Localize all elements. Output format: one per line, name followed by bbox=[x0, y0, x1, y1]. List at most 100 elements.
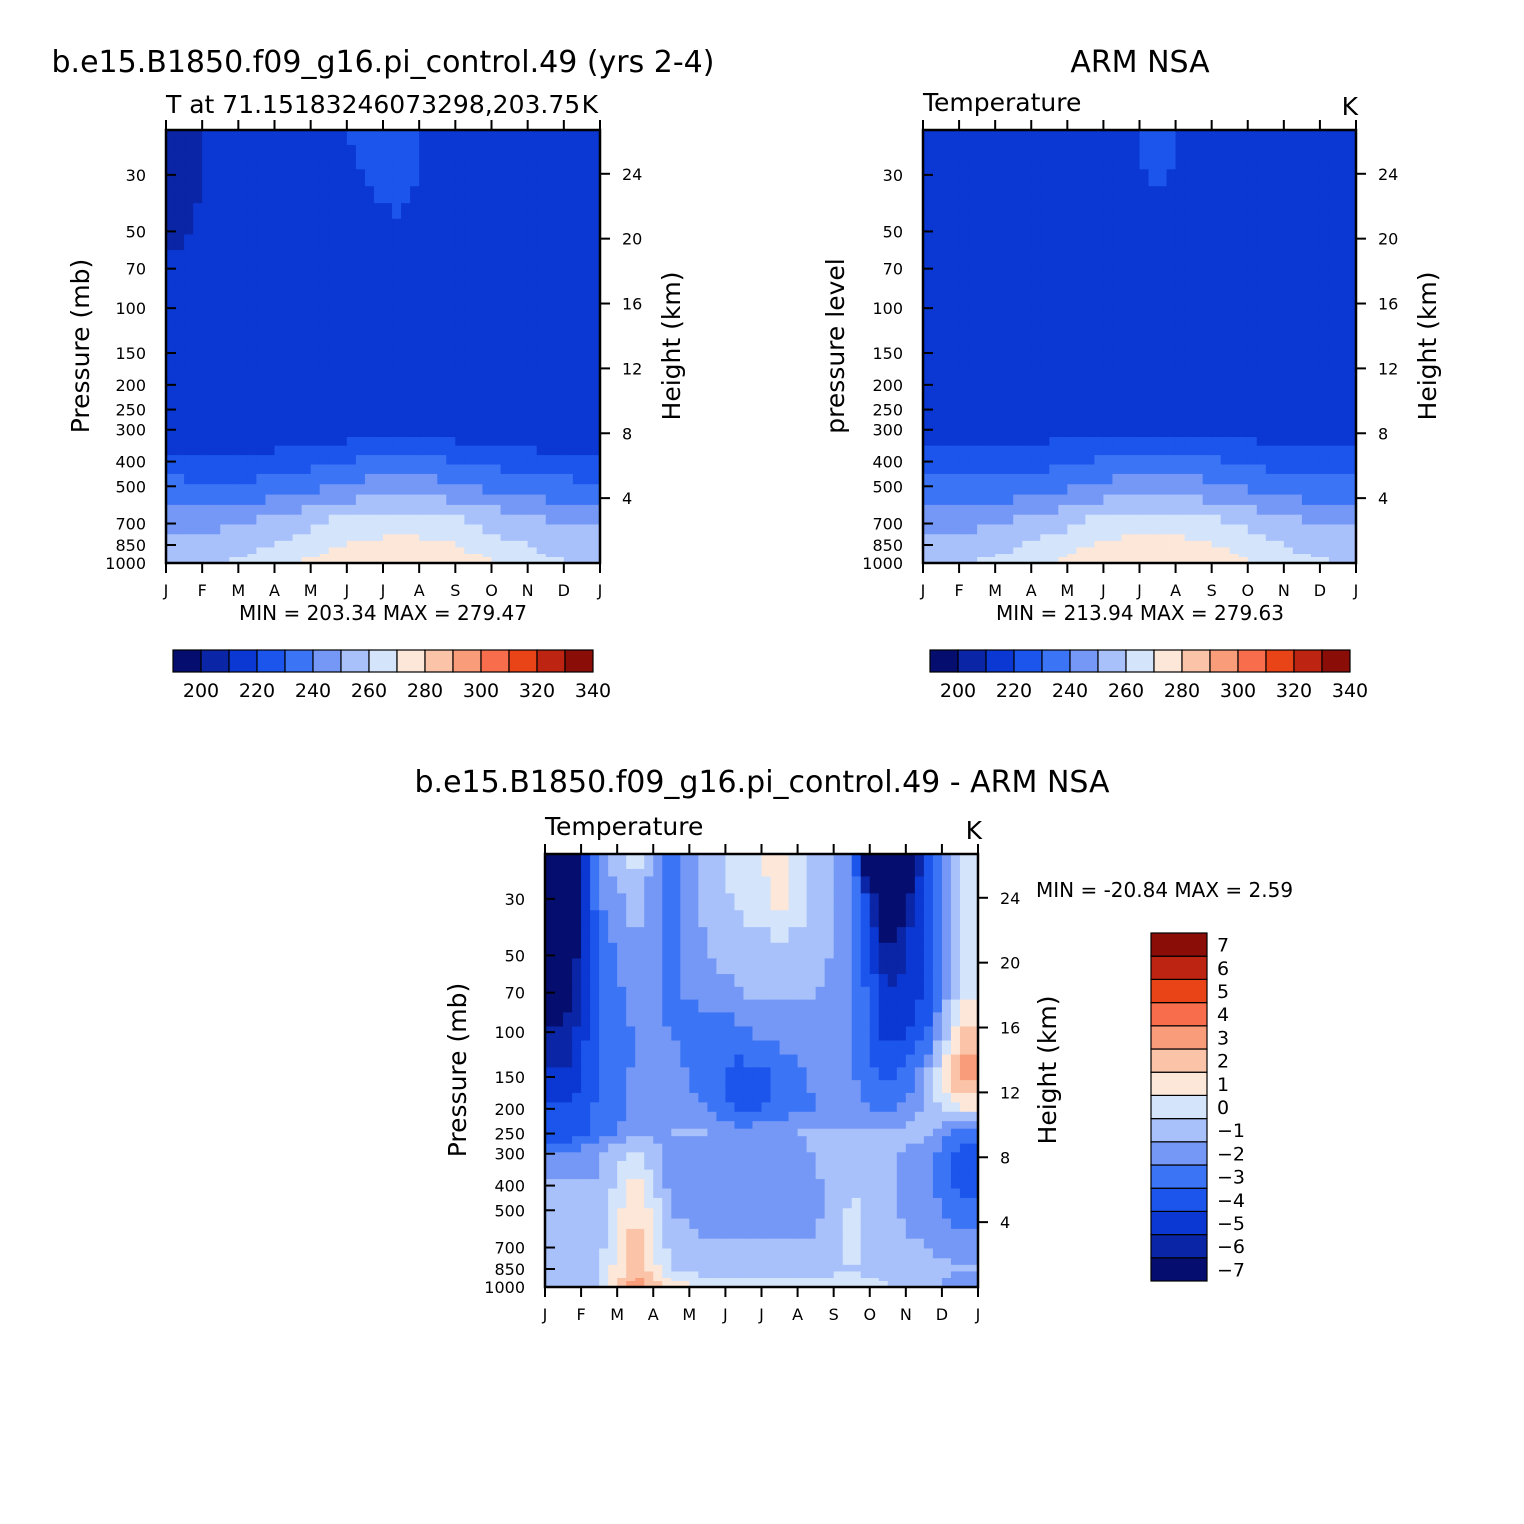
contour-cell bbox=[428, 504, 438, 516]
contour-cell bbox=[941, 942, 952, 960]
contour-cell bbox=[1130, 560, 1141, 563]
contour-cell bbox=[1103, 473, 1114, 485]
contour-cell bbox=[959, 186, 969, 204]
contour-cell bbox=[247, 404, 258, 413]
contour-cell bbox=[401, 378, 411, 389]
panel-left-label: T at 71.15183246073298,203.75 bbox=[165, 90, 580, 119]
contour-cell bbox=[202, 412, 212, 421]
contour-cell bbox=[238, 368, 248, 379]
contour-cell bbox=[860, 1080, 871, 1094]
contour-cell bbox=[238, 436, 248, 447]
contour-cell bbox=[734, 854, 745, 863]
contour-cell bbox=[220, 504, 230, 516]
contour-cell bbox=[1346, 275, 1356, 289]
contour-cell bbox=[716, 1054, 727, 1068]
contour-cell bbox=[1274, 288, 1285, 304]
contour-cell bbox=[310, 514, 321, 526]
contour-cell bbox=[653, 958, 663, 975]
contour-cell bbox=[1130, 152, 1141, 170]
contour-cell bbox=[599, 927, 609, 944]
contour-cell bbox=[698, 1012, 708, 1028]
contour-cell bbox=[950, 169, 960, 187]
contour-cell bbox=[256, 368, 267, 379]
contour-cell bbox=[292, 504, 303, 516]
contour-cell bbox=[590, 387, 600, 398]
contour-cell bbox=[1337, 356, 1348, 370]
contour-cell bbox=[1283, 419, 1294, 429]
contour-cell bbox=[707, 1012, 717, 1028]
contour-cell bbox=[599, 868, 609, 878]
contour-cell bbox=[959, 288, 969, 304]
contour-cell bbox=[1328, 137, 1339, 146]
contour-cell bbox=[1166, 494, 1177, 506]
contour-cell bbox=[392, 464, 402, 475]
contour-cell bbox=[1301, 144, 1312, 154]
contour-cell bbox=[788, 986, 799, 1001]
contour-cell bbox=[851, 1054, 862, 1068]
contour-cell bbox=[238, 428, 248, 438]
contour-cell bbox=[355, 330, 366, 344]
contour-cell bbox=[1013, 428, 1023, 438]
contour-cell bbox=[1112, 412, 1123, 421]
contour-cell bbox=[373, 275, 384, 289]
contour-cell bbox=[590, 464, 600, 475]
contour-cell bbox=[599, 942, 609, 960]
contour-cell bbox=[355, 473, 366, 485]
contour-cell bbox=[950, 203, 960, 220]
contour-cell bbox=[932, 378, 942, 389]
contour-cell bbox=[1274, 464, 1285, 475]
contour-cell bbox=[1310, 404, 1321, 413]
contour-cell bbox=[1211, 524, 1222, 535]
contour-cell bbox=[1310, 234, 1321, 251]
contour-cell bbox=[1112, 262, 1123, 277]
contour-cell bbox=[1067, 186, 1077, 204]
contour-cell bbox=[482, 169, 493, 187]
contour-cell bbox=[905, 1040, 916, 1056]
contour-cell bbox=[1229, 445, 1240, 456]
contour-cell bbox=[1076, 540, 1086, 549]
contour-cell bbox=[1319, 368, 1330, 379]
contour-cell bbox=[283, 554, 294, 558]
contour-cell bbox=[419, 169, 429, 187]
y2-axis-label: Height (km) bbox=[1413, 272, 1442, 421]
contour-cell bbox=[355, 368, 366, 379]
contour-cell bbox=[1319, 514, 1330, 526]
contour-cell bbox=[1040, 436, 1050, 447]
contour-cell bbox=[1121, 524, 1132, 535]
contour-cell bbox=[1319, 557, 1330, 561]
contour-cell bbox=[914, 927, 925, 944]
contour-cell bbox=[1319, 473, 1330, 485]
contour-cell bbox=[292, 524, 303, 535]
contour-cell bbox=[1319, 203, 1330, 220]
y-tick-label: 100 bbox=[872, 299, 903, 318]
contour-cell bbox=[373, 368, 384, 379]
contour-cell bbox=[301, 419, 312, 429]
contour-cell bbox=[1319, 169, 1330, 187]
contour-cell bbox=[482, 302, 493, 318]
contour-cell bbox=[734, 1026, 745, 1042]
contour-cell bbox=[437, 387, 447, 398]
contour-cell bbox=[986, 356, 996, 370]
contour-cell bbox=[1049, 484, 1059, 496]
contour-cell bbox=[437, 464, 447, 475]
contour-cell bbox=[328, 473, 339, 485]
colorbar-swatch bbox=[536, 649, 566, 673]
contour-cell bbox=[193, 152, 203, 170]
contour-cell bbox=[1328, 203, 1339, 220]
contour-cell bbox=[1103, 547, 1114, 555]
contour-cell bbox=[1220, 524, 1231, 535]
contour-cell bbox=[283, 387, 294, 398]
contour-cell bbox=[1193, 557, 1204, 561]
contour-cell bbox=[581, 986, 591, 1001]
contour-cell bbox=[932, 514, 942, 526]
contour-cell bbox=[292, 356, 303, 370]
contour-cell bbox=[806, 868, 817, 878]
contour-cell bbox=[310, 534, 321, 542]
contour-cell bbox=[1067, 316, 1077, 332]
colorbar-label: 280 bbox=[1164, 680, 1200, 702]
contour-cell bbox=[626, 910, 636, 928]
contour-cell bbox=[392, 356, 402, 370]
contour-cell bbox=[581, 436, 592, 447]
contour-cell bbox=[689, 876, 699, 894]
contour-cell bbox=[392, 130, 402, 139]
